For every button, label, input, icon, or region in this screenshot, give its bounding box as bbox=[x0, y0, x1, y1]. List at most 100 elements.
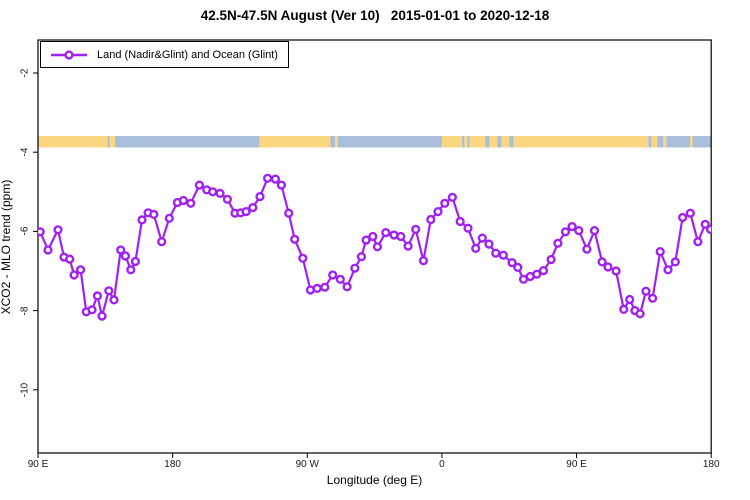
map-strip-land-segment bbox=[651, 135, 658, 148]
data-point-marker bbox=[92, 291, 103, 301]
y-tick-label-1: -4 bbox=[19, 147, 31, 157]
data-point-marker bbox=[447, 192, 458, 202]
data-point-marker bbox=[372, 242, 383, 252]
data-point-marker bbox=[186, 198, 196, 208]
data-point-marker bbox=[263, 173, 273, 183]
map-strip-ocean-segment bbox=[115, 135, 260, 148]
map-strip-land-segment bbox=[513, 135, 649, 148]
data-point-marker bbox=[241, 207, 251, 217]
data-point-marker bbox=[513, 262, 523, 273]
x-tick-label-2: 90 W bbox=[295, 459, 319, 470]
data-point-marker bbox=[43, 245, 53, 255]
data-point-marker bbox=[75, 265, 86, 275]
data-point-marker bbox=[290, 234, 300, 244]
x-axis-label: Longitude (deg E) bbox=[326, 473, 423, 487]
data-point-marker bbox=[440, 198, 450, 208]
data-point-marker bbox=[208, 187, 218, 197]
map-strip-land-segment bbox=[259, 135, 331, 148]
data-point-marker bbox=[65, 254, 75, 264]
data-point-marker bbox=[396, 231, 406, 242]
data-point-marker bbox=[53, 225, 63, 235]
data-point-marker bbox=[298, 253, 308, 263]
data-point-marker bbox=[655, 247, 665, 257]
data-point-marker bbox=[582, 244, 592, 254]
x-tick-label-3: 0 bbox=[439, 459, 445, 470]
data-point-marker bbox=[381, 228, 391, 238]
x-tick-label-5: 180 bbox=[702, 459, 720, 470]
map-strip-land-segment bbox=[38, 135, 108, 148]
data-point-marker bbox=[670, 257, 680, 267]
data-point-marker bbox=[484, 239, 494, 249]
legend: Land (Nadir&Glint) and Ocean (Glint) bbox=[40, 41, 289, 68]
map-strip-ocean-segment bbox=[462, 135, 465, 148]
data-point-marker bbox=[625, 294, 635, 305]
data-point-marker bbox=[215, 188, 225, 199]
data-point-marker bbox=[471, 243, 481, 254]
plot-border bbox=[37, 39, 712, 454]
map-strip-ocean-segment bbox=[467, 135, 470, 148]
data-point-marker bbox=[69, 270, 79, 280]
data-point-marker bbox=[137, 215, 147, 225]
chart-title: 42.5N-47.5N August (Ver 10) 2015-01-01 t… bbox=[200, 8, 550, 23]
data-point-marker bbox=[120, 251, 131, 261]
data-point-marker bbox=[553, 238, 563, 248]
map-strip-land-segment bbox=[441, 135, 463, 148]
map-strip-land-segment bbox=[469, 135, 486, 148]
map-strip-ocean-segment bbox=[648, 135, 652, 148]
data-point-marker bbox=[498, 250, 508, 260]
data-point-marker bbox=[647, 293, 658, 303]
data-point-marker bbox=[178, 195, 189, 206]
data-point-marker bbox=[320, 282, 330, 292]
data-point-marker bbox=[589, 226, 600, 236]
data-point-marker bbox=[507, 258, 517, 268]
data-point-marker bbox=[433, 207, 443, 217]
data-point-marker bbox=[635, 309, 645, 319]
data-point-marker bbox=[276, 180, 287, 190]
map-strip-ocean-segment bbox=[497, 135, 502, 148]
map-strip-land-segment bbox=[489, 135, 498, 148]
data-point-marker bbox=[411, 224, 421, 235]
data-point-marker bbox=[335, 274, 345, 284]
map-strip-land-segment bbox=[663, 135, 667, 148]
data-point-marker bbox=[87, 305, 97, 315]
map-strip-ocean-segment bbox=[657, 135, 664, 148]
map-strip-land-segment bbox=[109, 135, 116, 148]
map-strip-land-segment bbox=[334, 135, 338, 148]
data-point-marker bbox=[130, 256, 141, 267]
data-point-marker bbox=[361, 235, 371, 245]
land-ocean-strip bbox=[38, 135, 712, 148]
data-point-marker bbox=[356, 252, 367, 262]
x-tick-label-4: 90 E bbox=[566, 459, 587, 470]
map-strip-land-segment bbox=[690, 135, 693, 148]
data-point-marker bbox=[342, 282, 352, 292]
data-point-marker bbox=[418, 256, 429, 266]
data-point-marker bbox=[350, 263, 360, 273]
data-point-marker bbox=[532, 269, 542, 279]
data-point-marker bbox=[491, 248, 501, 258]
map-strip-ocean-segment bbox=[330, 135, 335, 148]
data-point-marker bbox=[109, 295, 119, 305]
data-point-marker bbox=[284, 208, 294, 218]
data-point-marker bbox=[126, 265, 136, 275]
data-point-marker bbox=[426, 214, 436, 225]
data-point-marker bbox=[312, 283, 322, 294]
data-point-marker bbox=[477, 233, 487, 243]
data-series bbox=[38, 173, 712, 321]
data-point-marker bbox=[270, 174, 281, 184]
data-point-marker bbox=[149, 209, 159, 220]
data-point-marker bbox=[255, 192, 265, 202]
data-point-marker bbox=[538, 266, 549, 276]
data-point-marker bbox=[164, 213, 174, 223]
map-strip-ocean-segment bbox=[509, 135, 514, 148]
data-point-marker bbox=[603, 262, 613, 272]
data-point-marker bbox=[248, 203, 258, 213]
data-point-marker bbox=[663, 265, 673, 275]
data-point-marker bbox=[222, 194, 233, 204]
y-tick-label-0: -2 bbox=[19, 68, 31, 78]
data-point-marker bbox=[38, 227, 45, 237]
data-point-marker bbox=[97, 311, 107, 321]
data-point-marker bbox=[705, 224, 712, 234]
data-point-marker bbox=[685, 208, 695, 218]
